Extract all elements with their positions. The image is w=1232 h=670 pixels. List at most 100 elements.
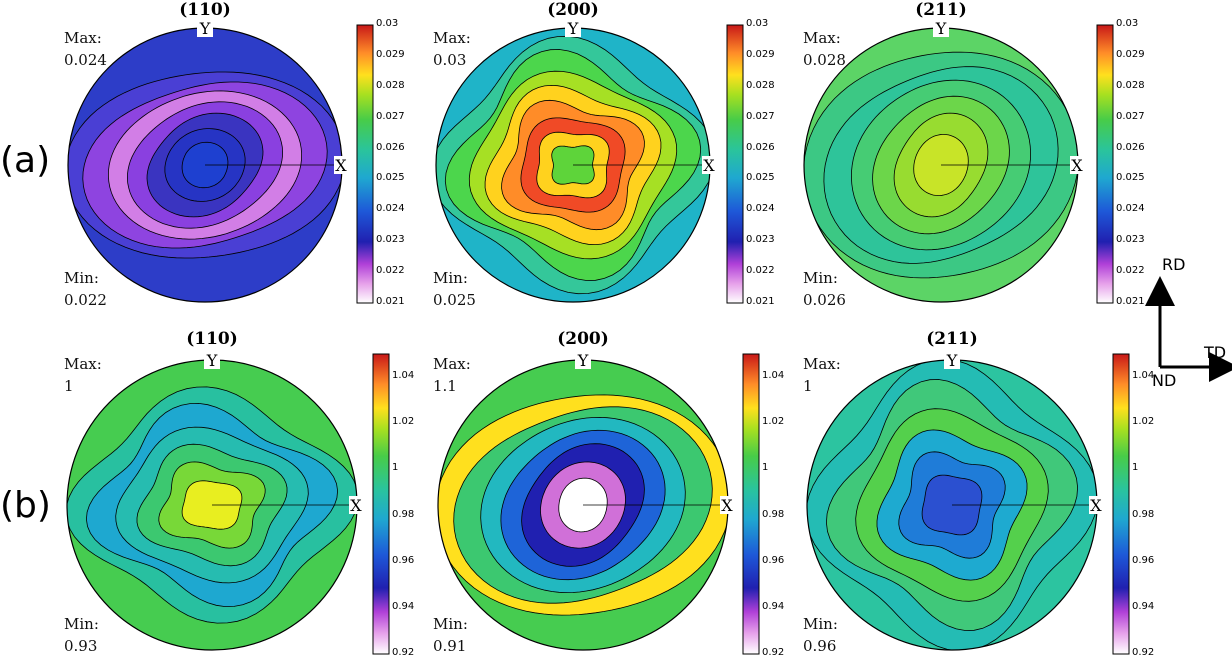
- colorbar: [372, 353, 390, 655]
- colorbar-gradient: [372, 353, 390, 655]
- colorbar-tick-label: 0.029: [1116, 48, 1145, 60]
- axes-key-arrows: [1145, 276, 1232, 382]
- rd-label: RD: [1162, 255, 1186, 274]
- colorbar-tick-label: 0.024: [376, 203, 405, 215]
- colorbar-tick-label: 0.025: [746, 172, 775, 184]
- colorbar-gradient: [726, 24, 744, 304]
- colorbar-tick-label: 0.03: [376, 18, 399, 29]
- y-axis-label-bg: [944, 351, 960, 369]
- max-value: 1: [803, 377, 813, 395]
- colorbar-tick-label: 1: [392, 462, 399, 474]
- colorbar-tick-label: 0.92: [1132, 647, 1155, 658]
- colorbar-tick-label: 0.03: [1116, 18, 1139, 29]
- colorbar-tick-label: 0.026: [746, 141, 775, 153]
- pole-figure-title: (211): [926, 329, 978, 349]
- x-axis-label-bg: [1089, 496, 1103, 514]
- colorbar-tick-label: 0.024: [1116, 203, 1145, 215]
- colorbar-tick-label: 1.04: [392, 370, 415, 382]
- colorbar-tick-label: 0.025: [376, 172, 405, 184]
- colorbar-tick-label: 0.96: [1132, 554, 1155, 566]
- colorbar: [742, 353, 760, 655]
- colorbar-tick-label: 0.94: [1132, 600, 1155, 612]
- y-axis-label-bg: [204, 351, 220, 369]
- max-label: Max:: [433, 355, 471, 373]
- colorbar-tick-label: 0.028: [376, 79, 405, 91]
- pole-figure-a110: XY: [67, 19, 348, 303]
- colorbar-tick-label: 0.023: [1116, 234, 1145, 246]
- pole-figure-title: (110): [186, 329, 238, 349]
- y-axis-label-bg: [575, 351, 591, 369]
- pole-figure-a211: XY: [803, 19, 1084, 303]
- colorbar-tick-label: 0.021: [746, 296, 775, 307]
- min-label: Min:: [803, 615, 838, 633]
- td-label: TD: [1204, 343, 1227, 362]
- min-value: 0.022: [64, 291, 107, 309]
- x-axis-label-bg: [334, 156, 348, 174]
- min-label: Min:: [64, 615, 99, 633]
- min-value: 0.93: [64, 637, 98, 655]
- colorbar-tick-label: 0.92: [762, 647, 785, 658]
- colorbar-tick-label: 0.029: [376, 48, 405, 60]
- colorbar-tick-label: 0.98: [392, 508, 415, 520]
- pole-figure-title: (110): [179, 0, 231, 20]
- x-axis-label: X: [350, 496, 362, 515]
- pole-figure-title: (200): [547, 0, 599, 20]
- y-axis-label: Y: [206, 351, 218, 370]
- min-label: Min:: [64, 269, 99, 287]
- x-axis-label-bg: [702, 156, 716, 174]
- colorbar: [356, 24, 374, 304]
- y-axis-label-bg: [933, 19, 949, 37]
- y-axis-label: Y: [946, 351, 958, 370]
- colorbar-tick-label: 0.023: [376, 234, 405, 246]
- max-label: Max:: [64, 29, 102, 47]
- min-value: 0.91: [433, 637, 467, 655]
- max-label: Max:: [433, 29, 471, 47]
- sample-axes-key: RD TD ND: [1140, 255, 1232, 395]
- colorbar-tick-label: 0.96: [762, 554, 785, 566]
- max-value: 0.028: [803, 51, 846, 69]
- colorbar-tick-label: 0.94: [392, 600, 415, 612]
- colorbar-tick-label: 0.96: [392, 554, 415, 566]
- max-value: 0.024: [64, 51, 107, 69]
- colorbar-gradient: [356, 24, 374, 304]
- colorbar-tick-label: 1: [1132, 462, 1139, 474]
- colorbar-tick-label: 0.92: [392, 647, 415, 658]
- colorbar-tick-label: 0.021: [1116, 296, 1145, 307]
- x-axis-label-bg: [720, 496, 734, 514]
- y-axis-label: Y: [199, 19, 211, 38]
- colorbar-tick-label: 0.028: [1116, 79, 1145, 91]
- max-value: 1: [64, 377, 74, 395]
- pole-figure-title: (211): [915, 0, 967, 20]
- colorbar-tick-label: 0.022: [1116, 265, 1145, 277]
- colorbar-tick-label: 0.027: [746, 110, 775, 122]
- colorbar-tick-label: 1.02: [392, 416, 415, 428]
- colorbar-tick-label: 1.02: [762, 416, 785, 428]
- colorbar-tick-label: 0.022: [376, 265, 405, 277]
- colorbar-gradient: [1112, 353, 1130, 655]
- y-axis-label: Y: [577, 351, 589, 370]
- colorbar-tick-label: 0.025: [1116, 172, 1145, 184]
- colorbar-tick-label: 0.027: [376, 110, 405, 122]
- colorbar-gradient: [742, 353, 760, 655]
- min-value: 0.026: [803, 291, 846, 309]
- min-label: Min:: [433, 615, 468, 633]
- colorbar-tick-label: 0.026: [376, 141, 405, 153]
- min-label: Min:: [803, 269, 838, 287]
- y-axis-label: Y: [567, 19, 579, 38]
- x-axis-label: X: [703, 156, 715, 175]
- pole-figure-b110: XY: [66, 351, 363, 651]
- colorbar-tick-label: 1.02: [1132, 416, 1155, 428]
- colorbar-tick-label: 0.023: [746, 234, 775, 246]
- max-label: Max:: [64, 355, 102, 373]
- pole-figure-b211: XY: [806, 351, 1103, 651]
- max-label: Max:: [803, 355, 841, 373]
- min-value: 0.025: [433, 291, 476, 309]
- colorbar: [1112, 353, 1130, 655]
- pole-figure-title: (200): [557, 329, 609, 349]
- x-axis-label: X: [1090, 496, 1102, 515]
- y-axis-label-bg: [197, 19, 213, 37]
- max-label: Max:: [803, 29, 841, 47]
- colorbar-tick-label: 0.022: [746, 265, 775, 277]
- x-axis-label: X: [1071, 156, 1083, 175]
- x-axis-label: X: [721, 496, 733, 515]
